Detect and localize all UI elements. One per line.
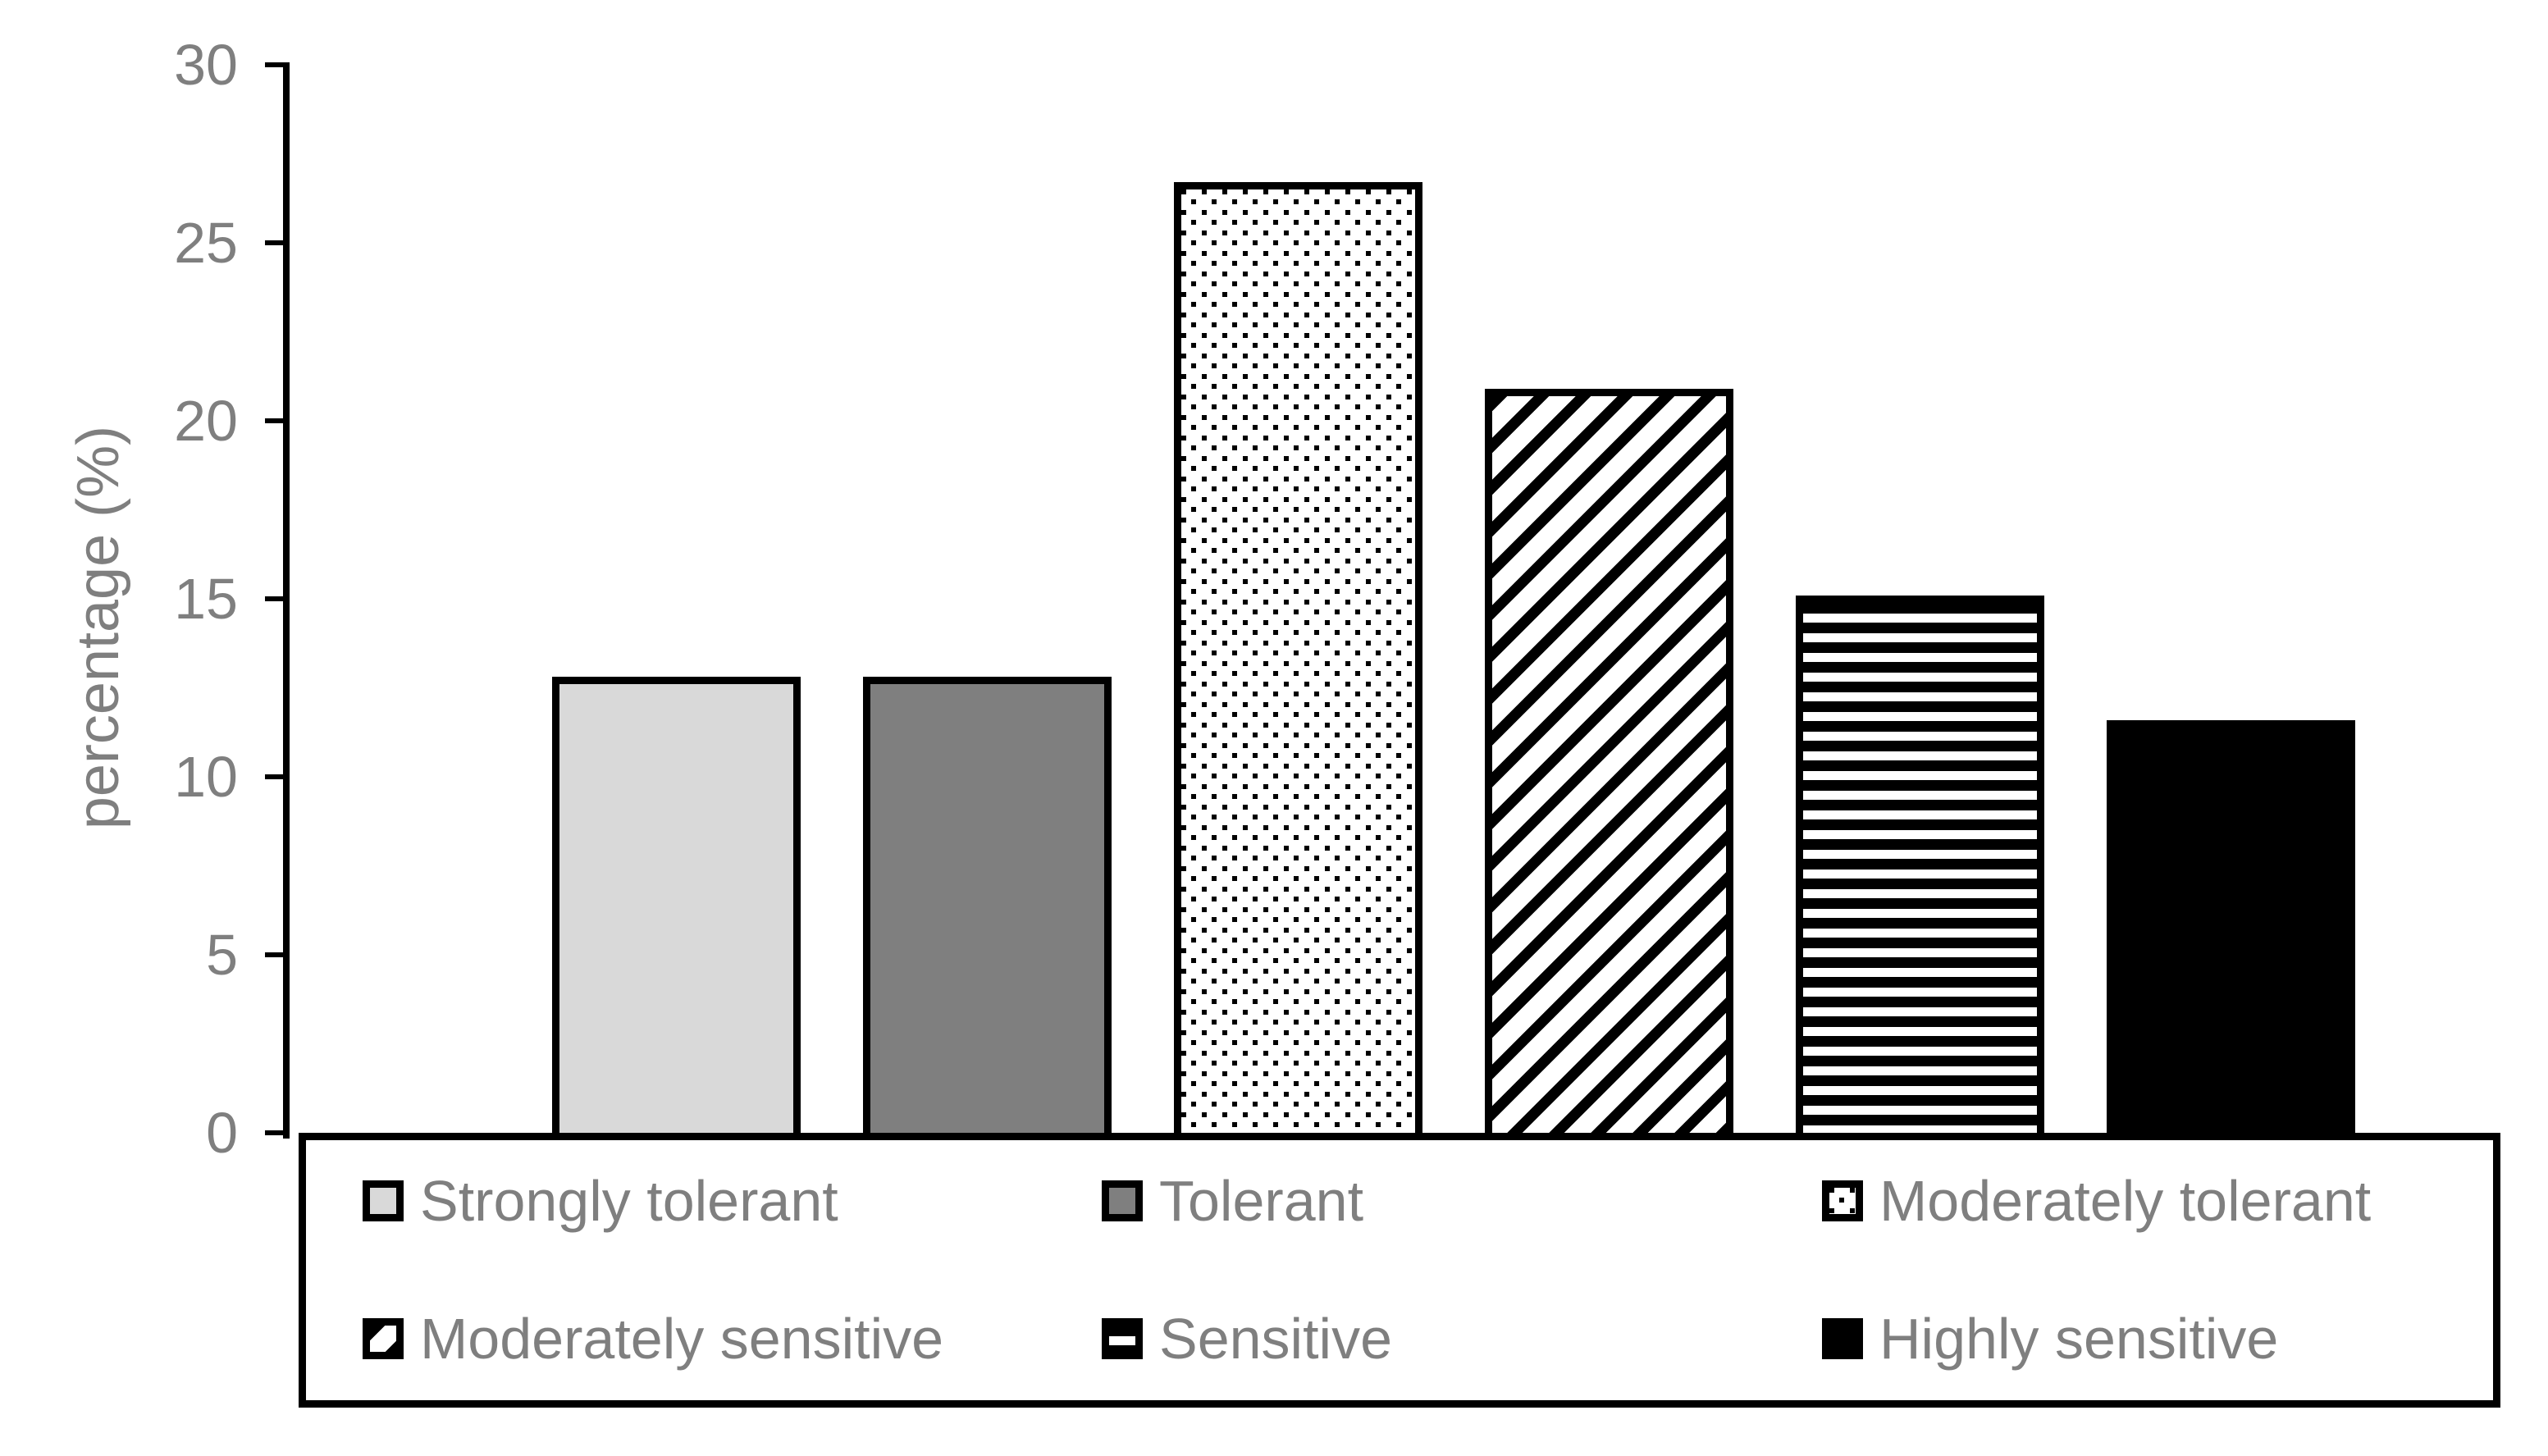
legend-label: Highly sensitive — [1879, 1307, 2279, 1371]
bar-moderately-tolerant — [1174, 182, 1422, 1140]
legend-swatch-diagonal-stripes-icon — [363, 1318, 404, 1359]
legend-swatch-solid-black-icon — [1822, 1318, 1863, 1359]
bar-strongly-tolerant — [552, 677, 801, 1140]
legend-item-moderately-sensitive: Moderately sensitive — [363, 1298, 943, 1380]
legend-swatch-dots-icon — [1822, 1180, 1863, 1221]
y-tick-mark-0 — [265, 1130, 290, 1135]
y-tick-mark-15 — [265, 596, 290, 601]
y-tick-mark-10 — [265, 774, 290, 779]
legend-box: Strongly tolerant Tolerant Moderately tole… — [299, 1133, 2500, 1408]
legend-swatch-solid-gray-icon — [1102, 1180, 1143, 1221]
legend-item-sensitive: Sensitive — [1102, 1298, 1392, 1380]
legend-label: Sensitive — [1159, 1307, 1393, 1371]
bar-highly-sensitive — [2107, 720, 2355, 1140]
bar-sensitive — [1796, 596, 2044, 1140]
y-tick-label-30: 30 — [174, 33, 238, 97]
legend-label: Moderately tolerant — [1879, 1169, 2372, 1233]
y-tick-label-10: 10 — [174, 745, 238, 809]
legend-item-strongly-tolerant: Strongly tolerant — [363, 1160, 838, 1242]
y-tick-mark-20 — [265, 418, 290, 423]
y-tick-label-15: 15 — [174, 567, 238, 631]
bar-tolerant — [863, 677, 1112, 1140]
y-tick-label-20: 20 — [174, 389, 238, 453]
legend-label: Moderately sensitive — [420, 1307, 944, 1371]
y-tick-mark-5 — [265, 952, 290, 957]
y-tick-mark-25 — [265, 240, 290, 245]
y-tick-mark-30 — [265, 62, 290, 67]
y-tick-label-25: 25 — [174, 211, 238, 275]
legend-item-tolerant: Tolerant — [1102, 1160, 1363, 1242]
legend-label: Tolerant — [1159, 1169, 1364, 1233]
legend-item-moderately-tolerant: Moderately tolerant — [1822, 1160, 2371, 1242]
y-tick-label-5: 5 — [206, 923, 238, 987]
bar-moderately-sensitive — [1485, 389, 1733, 1140]
legend-swatch-solid-light-gray-icon — [363, 1180, 404, 1221]
legend-item-highly-sensitive: Highly sensitive — [1822, 1298, 2278, 1380]
legend-swatch-horizontal-stripes-icon — [1102, 1318, 1143, 1359]
y-tick-label-0: 0 — [206, 1101, 238, 1165]
legend-label: Strongly tolerant — [420, 1169, 838, 1233]
